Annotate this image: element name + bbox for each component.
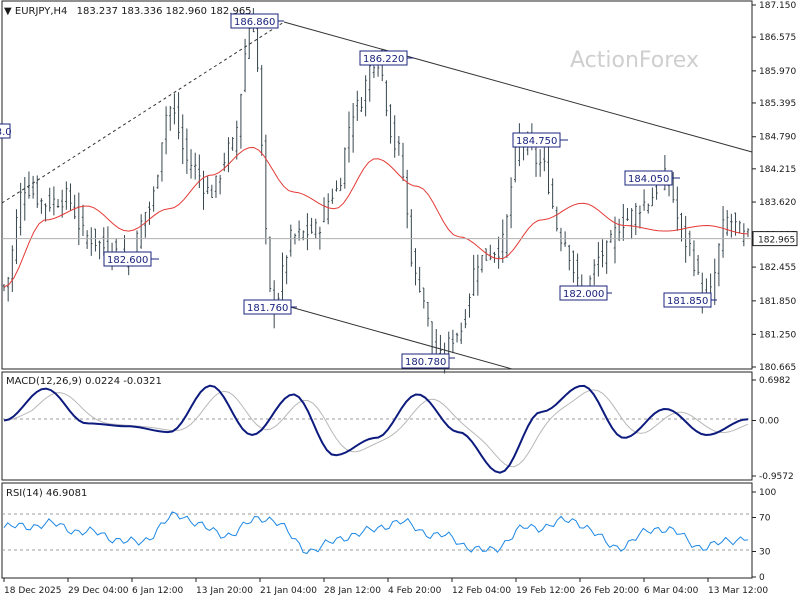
time-tick-label: 19 Feb 12:00 <box>516 586 575 596</box>
callout-186860: 186.860 <box>230 13 284 29</box>
upper-channel-line <box>283 21 753 153</box>
price-pane <box>1 0 753 370</box>
price-tick-label: 185.395 <box>759 99 796 109</box>
lower-channel-line <box>286 305 513 370</box>
time-tick-label: 28 Jan 12:00 <box>324 586 381 596</box>
svg-text:181.760: 181.760 <box>247 303 288 314</box>
svg-text:182.965: 182.965 <box>758 236 795 246</box>
dashed-trendline <box>1 21 285 204</box>
time-tick-label: 13 Jan 20:00 <box>196 586 253 596</box>
time-tick-label: 6 Jan 12:00 <box>132 586 184 596</box>
rsi-pane <box>1 482 753 579</box>
callout-182600: 182.600 <box>103 251 159 267</box>
watermark: ActionForex <box>570 48 699 73</box>
ohlc-values: 183.237 183.336 182.960 182.965 <box>77 6 252 17</box>
price-tick-label: 187.150 <box>759 1 796 11</box>
svg-text:184.050: 184.050 <box>628 174 669 185</box>
macd-tick-label: 0.6982 <box>759 376 791 386</box>
candle-series <box>2 7 750 374</box>
price-tick-label: 186.575 <box>759 33 796 43</box>
symbol-label: EURJPY,H4 <box>15 6 68 17</box>
callout-181760: 181.760 <box>243 299 297 315</box>
time-tick-label: 21 Jan 04:00 <box>260 586 317 596</box>
svg-text:186.220: 186.220 <box>363 54 404 65</box>
svg-text:186.860: 186.860 <box>234 17 275 28</box>
macd-tick-label: -0.9572 <box>759 472 794 482</box>
time-axis: 18 Dec 2025 29 Dec 04:00 6 Jan 12:00 13 Jan… <box>3 578 768 596</box>
rsi-axis: 100 70 30 0 <box>752 488 776 583</box>
svg-text:182.600: 182.600 <box>107 255 148 266</box>
price-tick-label: 180.665 <box>759 363 796 373</box>
dropdown-triangle-icon: ▼ <box>4 6 12 17</box>
moving-average-line <box>3 146 749 288</box>
svg-text:183.0: 183.0 <box>0 127 12 138</box>
callout-181850: 181.850 <box>663 292 717 308</box>
time-tick-label: 26 Feb 20:00 <box>580 586 639 596</box>
svg-text:180.780: 180.780 <box>405 357 446 368</box>
price-tick-label: 181.250 <box>759 330 796 340</box>
callout-184750: 184.750 <box>512 132 568 148</box>
macd-pane <box>1 371 753 481</box>
time-tick-label: 13 Mar 12:00 <box>708 586 768 596</box>
symbol-header: ▼ EURJPY,H4 183.237 183.336 182.960 182.… <box>4 6 252 17</box>
current-price-tag: 182.965 <box>752 231 798 247</box>
macd-axis: 0.6982 0.00 -0.9572 <box>752 376 794 482</box>
callout-left-cut: 183.0 <box>0 123 12 139</box>
macd-title: MACD(12,26,9) 0.0224 -0.0321 <box>6 376 162 387</box>
price-tick-label: 184.790 <box>759 133 796 143</box>
rsi-tick-label: 70 <box>759 514 771 524</box>
svg-text:181.850: 181.850 <box>667 296 708 307</box>
time-tick-label: 18 Dec 2025 <box>4 586 62 596</box>
rsi-tick-label: 30 <box>759 548 771 558</box>
time-tick-label: 29 Dec 04:00 <box>68 586 129 596</box>
svg-text:184.750: 184.750 <box>516 136 557 147</box>
price-tick-label: 181.850 <box>759 297 796 307</box>
price-tick-label: 185.970 <box>759 67 796 77</box>
price-tick-label: 183.620 <box>759 198 796 208</box>
time-tick-label: 4 Feb 20:00 <box>388 586 442 596</box>
price-tick-label: 182.455 <box>759 263 796 273</box>
macd-tick-label: 0.00 <box>759 416 779 426</box>
callout-182000: 182.000 <box>559 285 612 301</box>
time-tick-label: 12 Feb 04:00 <box>452 586 511 596</box>
callout-186220: 186.220 <box>359 50 414 66</box>
price-tick-label: 184.215 <box>759 165 796 175</box>
svg-text:182.000: 182.000 <box>563 289 604 300</box>
rsi-line <box>3 511 749 555</box>
rsi-tick-label: 0 <box>759 573 765 583</box>
callout-184050: 184.050 <box>624 170 680 186</box>
time-tick-label: 6 Mar 04:00 <box>644 586 699 596</box>
macd-main-line <box>3 384 749 474</box>
rsi-tick-label: 100 <box>759 488 776 498</box>
rsi-title: RSI(14) 46.9081 <box>6 488 87 499</box>
callout-180780: 180.780 <box>401 353 455 369</box>
